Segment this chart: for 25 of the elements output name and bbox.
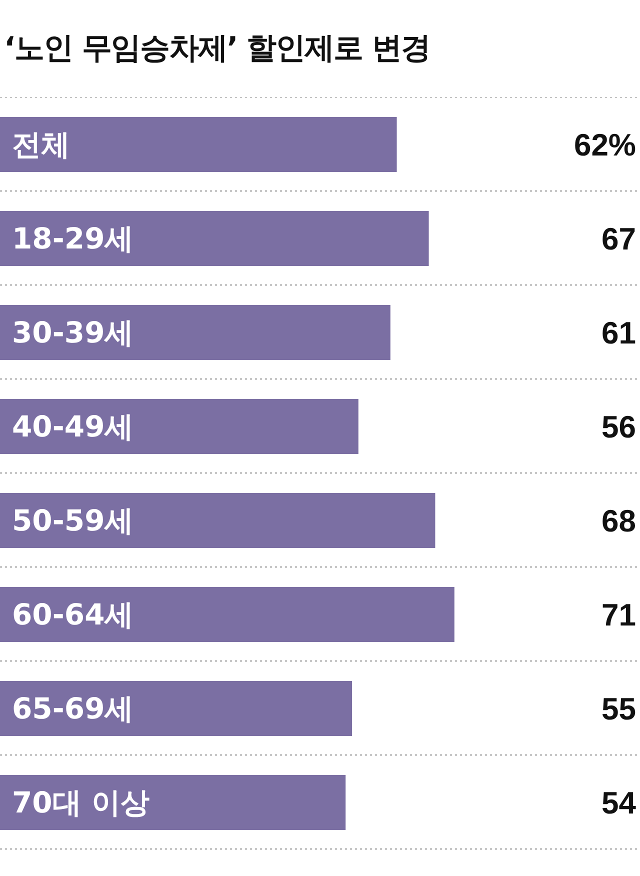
bar	[0, 399, 358, 454]
bar	[0, 587, 454, 642]
data-label: 55	[602, 692, 636, 726]
y-tick-label: 40-49세	[12, 410, 134, 444]
bar	[0, 775, 346, 830]
bar	[0, 681, 352, 736]
data-label: 56	[602, 410, 636, 444]
y-tick-label: 70대 이상	[12, 786, 150, 820]
y-tick-label: 50-59세	[12, 504, 134, 538]
y-tick-label: 전체	[12, 128, 70, 162]
chart-title: ‘노인 무임승차제’ 할인제로 변경	[3, 30, 432, 68]
data-label: 71	[602, 598, 636, 632]
y-tick-label: 30-39세	[12, 316, 134, 350]
bar	[0, 493, 436, 548]
data-label: 62%	[574, 128, 636, 162]
y-tick-label: 65-69세	[12, 692, 134, 726]
bar	[0, 211, 429, 266]
data-label: 54	[602, 786, 637, 820]
data-label: 68	[602, 504, 636, 538]
data-label: 61	[602, 316, 636, 350]
y-tick-label: 60-64세	[12, 598, 134, 632]
bar	[0, 305, 390, 360]
y-tick-label: 18-29세	[12, 222, 134, 256]
data-label: 67	[602, 222, 636, 256]
bar	[0, 117, 397, 172]
